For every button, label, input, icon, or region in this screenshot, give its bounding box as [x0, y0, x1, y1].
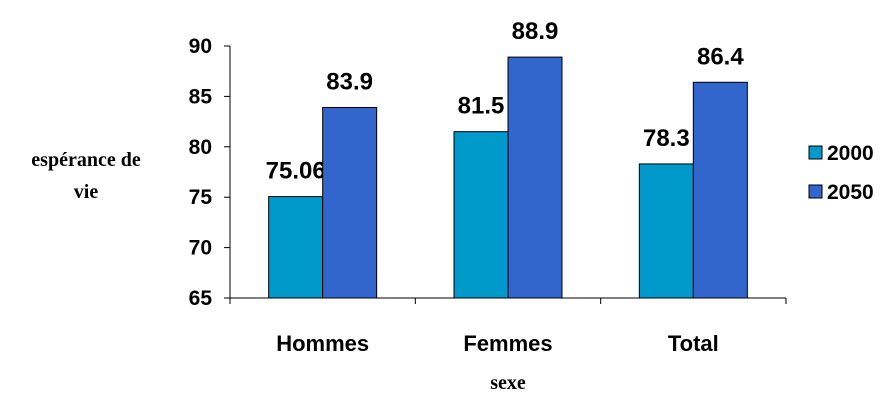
bar-2000-total — [638, 163, 694, 299]
data-label-2050-total: 86.4 — [697, 43, 744, 70]
data-label-2000-femmes: 81.5 — [458, 93, 505, 120]
legend-swatch-2050 — [808, 184, 823, 199]
y-axis-title-line-1: espérance de — [31, 149, 141, 171]
data-label-2000-total: 78.3 — [643, 125, 690, 152]
y-tick-label: 70 — [189, 237, 212, 260]
bar-2000-hommes — [268, 196, 324, 299]
legend: 2000 2050 — [808, 142, 874, 204]
bar-2050-total — [692, 81, 748, 299]
x-tick-label-femmes: Femmes — [463, 331, 552, 356]
y-tick-label: 65 — [189, 287, 213, 310]
y-tick-label: 85 — [189, 85, 213, 108]
x-tick-label-total: Total — [668, 331, 719, 356]
bar-2000-femmes — [453, 131, 509, 299]
x-axis-title: sexe — [490, 372, 526, 394]
y-axis-title: espérance de vie — [31, 149, 141, 203]
legend-label-2000: 2000 — [827, 142, 874, 165]
data-label-2000-hommes: 75.06 — [266, 158, 326, 185]
y-tick-label: 75 — [189, 186, 213, 209]
legend-swatch-2000 — [808, 145, 823, 160]
legend-label-2050: 2050 — [827, 181, 874, 204]
bar-2050-hommes — [322, 106, 378, 299]
x-tick-label-hommes: Hommes — [276, 331, 369, 356]
y-axis-title-line-2: vie — [74, 181, 99, 203]
data-label-2050-femmes: 88.9 — [512, 18, 559, 45]
y-tick-label: 90 — [189, 35, 212, 58]
bar-2050-femmes — [507, 56, 563, 299]
data-label-2050-hommes: 83.9 — [326, 68, 373, 95]
plot-area: 65 70 75 80 85 90 75.06 83.9 Hommes 81.5 88.9 Femme… — [189, 18, 787, 356]
y-tick-label: 80 — [189, 136, 212, 159]
